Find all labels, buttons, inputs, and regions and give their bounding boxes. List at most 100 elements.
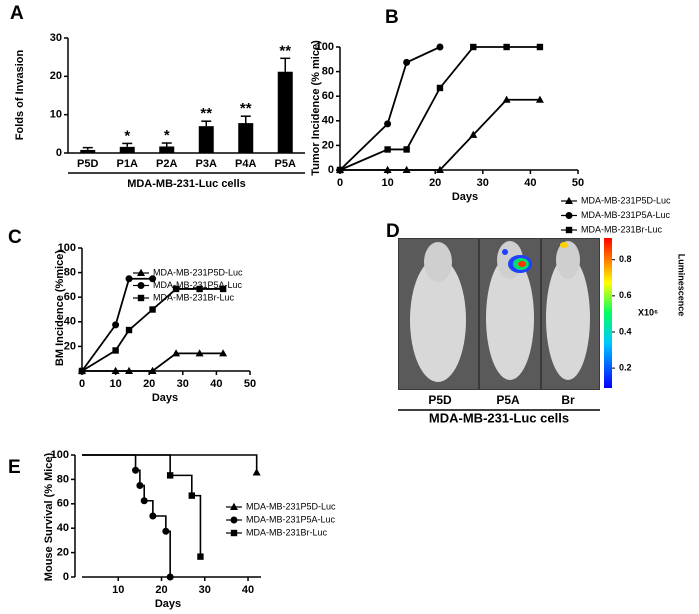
survival-step: [170, 474, 193, 496]
legend-label: MDA-MB-231P5D-Luc: [246, 501, 336, 511]
significance: **: [279, 42, 291, 59]
colorbar-title: Luminescence: [677, 254, 687, 317]
significance: **: [200, 105, 212, 122]
y-axis-title: Mouse Survival (% Mice): [43, 452, 55, 581]
significance: *: [124, 127, 130, 144]
y-tick-label: 100: [316, 41, 334, 53]
data-point: [197, 553, 204, 560]
data-point: [112, 321, 120, 329]
panel-letter: D: [386, 221, 400, 242]
legend-symbol: [230, 502, 238, 510]
colorbar-unit: X10⁶: [638, 307, 658, 317]
y-tick-label: 20: [322, 139, 334, 151]
data-point: [111, 366, 120, 374]
legend-symbol: [137, 282, 145, 289]
y-tick-label: 40: [322, 115, 334, 127]
survival-step: [165, 530, 171, 577]
y-tick-label: 20: [57, 547, 69, 559]
data-point: [336, 166, 344, 174]
bar: [159, 146, 175, 153]
y-tick-label: 20: [64, 340, 76, 352]
y-tick-label: 0: [63, 571, 69, 583]
x-tick-label: 0: [79, 378, 85, 390]
legend-symbol: [565, 226, 573, 234]
data-point: [502, 95, 511, 103]
survival-step: [135, 469, 141, 486]
panel-letter: C: [8, 227, 22, 248]
y-tick-label: 60: [57, 498, 69, 510]
y-tick-label: 40: [64, 316, 76, 328]
colorbar-tick-label: 0.4: [619, 326, 632, 336]
data-point: [78, 367, 86, 375]
y-tick-label: 80: [322, 66, 334, 78]
y-axis-title: Folds of Invasion: [14, 49, 26, 140]
survival-step: [152, 515, 167, 532]
data-point: [470, 43, 477, 51]
bar: [277, 71, 293, 153]
data-point: [219, 285, 227, 293]
bar: [119, 146, 135, 153]
y-tick-label: 60: [322, 90, 334, 102]
x-tick-label: P1A: [117, 158, 138, 170]
legend-label: MDA-MB-231P5A-Luc: [153, 280, 243, 290]
legend-label: MDA-MB-231P5D-Luc: [153, 267, 243, 277]
data-point: [149, 306, 156, 313]
survival-step: [82, 454, 137, 471]
x-tick-label: P4A: [235, 158, 256, 170]
series-line: [339, 46, 540, 171]
survival-step: [144, 499, 154, 516]
legend-label: MDA-MB-231Br-Luc: [246, 527, 328, 537]
colorbar-tick-label: 0.8: [619, 254, 632, 264]
data-point: [166, 573, 174, 581]
legend-symbol: [230, 516, 238, 524]
legend-symbol: [565, 212, 573, 219]
data-point: [252, 468, 261, 476]
y-tick-label: 100: [51, 449, 69, 461]
colorbar-tick-label: 0.2: [619, 362, 632, 372]
y-tick-label: 100: [58, 242, 76, 254]
data-point: [435, 165, 444, 173]
y-axis-title: Tumor Incidence (% mice): [310, 40, 322, 176]
y-tick-label: 0: [56, 147, 62, 159]
legend-symbol: [137, 294, 145, 302]
data-point: [535, 95, 544, 103]
series-line: [340, 98, 540, 171]
data-point: [112, 347, 119, 354]
survival-step: [82, 454, 171, 476]
y-tick-label: 80: [57, 473, 69, 485]
x-axis-title: MDA-MB-231-Luc cells: [429, 410, 569, 425]
x-tick-label: P5D: [77, 158, 98, 170]
image-label: P5D: [428, 393, 452, 407]
y-axis-title: BM Incidence (%mice): [54, 250, 66, 366]
data-point: [503, 43, 510, 51]
significance: *: [164, 127, 170, 144]
data-point: [166, 472, 174, 479]
x-tick-label: 30: [199, 584, 211, 596]
significance: **: [240, 100, 252, 117]
data-point: [195, 349, 204, 357]
y-tick-label: 60: [64, 291, 76, 303]
data-point: [384, 120, 392, 128]
x-tick-label: 20: [143, 378, 155, 390]
x-tick-label: 40: [242, 584, 254, 596]
legend-label: MDA-MB-231P5A-Luc: [581, 210, 671, 220]
x-axis-title: MDA-MB-231-Luc cells: [127, 178, 246, 190]
x-tick-label: 10: [112, 584, 124, 596]
data-point: [436, 84, 444, 92]
x-tick-label: 10: [109, 378, 121, 390]
legend-symbol: [137, 268, 145, 276]
data-point: [125, 326, 133, 334]
image-label: P5A: [496, 393, 520, 407]
data-point: [403, 146, 410, 153]
panel-letter: B: [385, 7, 399, 28]
bar: [198, 126, 214, 153]
data-point: [172, 285, 180, 293]
x-axis-title: Days: [452, 191, 478, 203]
x-tick-label: 30: [177, 378, 189, 390]
series-line: [339, 46, 441, 171]
x-tick-label: P3A: [196, 158, 217, 170]
image-label: Br: [561, 393, 575, 407]
legend-label: MDA-MB-231Br-Luc: [581, 224, 663, 234]
legend-label: MDA-MB-231Br-Luc: [153, 292, 235, 302]
x-tick-label: 50: [244, 378, 256, 390]
